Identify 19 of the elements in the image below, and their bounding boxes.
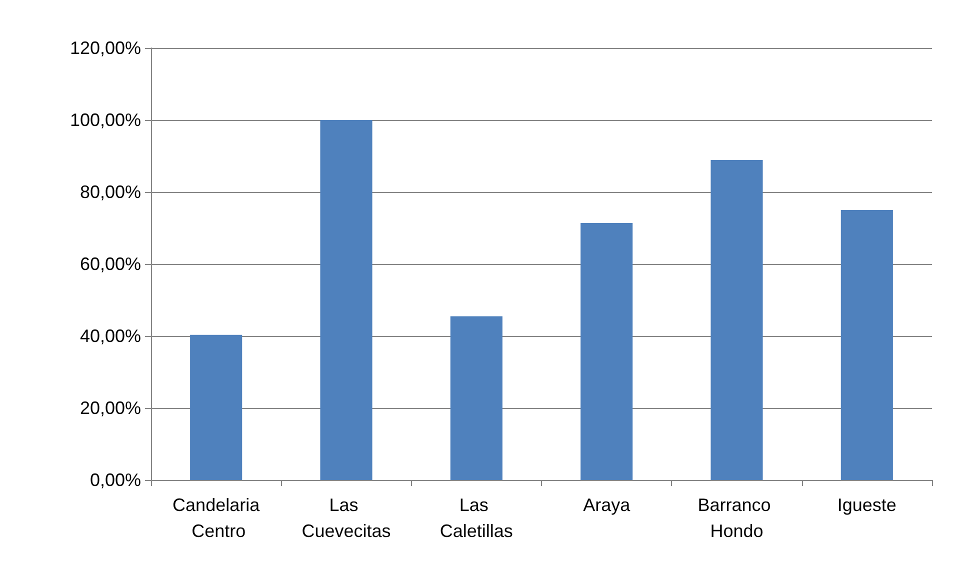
bar — [190, 334, 242, 480]
x-tick-label: Candelaria Centro — [172, 495, 261, 541]
x-tick-label: Araya — [583, 495, 632, 515]
bar — [840, 210, 893, 480]
x-tick-label: Igueste — [837, 495, 896, 515]
y-tick-label: 60,00% — [80, 254, 141, 274]
x-tick-label: Las Cuevecitas — [302, 495, 391, 541]
x-tick-label: Barranco Hondo — [698, 495, 776, 541]
bar — [580, 222, 633, 480]
y-tick-label: 80,00% — [80, 182, 141, 202]
bar — [320, 120, 372, 480]
y-tick-label: 120,00% — [70, 38, 141, 58]
y-tick-label: 40,00% — [80, 326, 141, 346]
y-tick-label: 100,00% — [70, 110, 141, 130]
bar — [710, 160, 763, 480]
y-tick-label: 0,00% — [90, 470, 141, 490]
y-tick-label: 20,00% — [80, 398, 141, 418]
x-tick-label: Las Caletillas — [440, 495, 513, 541]
bar — [450, 316, 502, 480]
